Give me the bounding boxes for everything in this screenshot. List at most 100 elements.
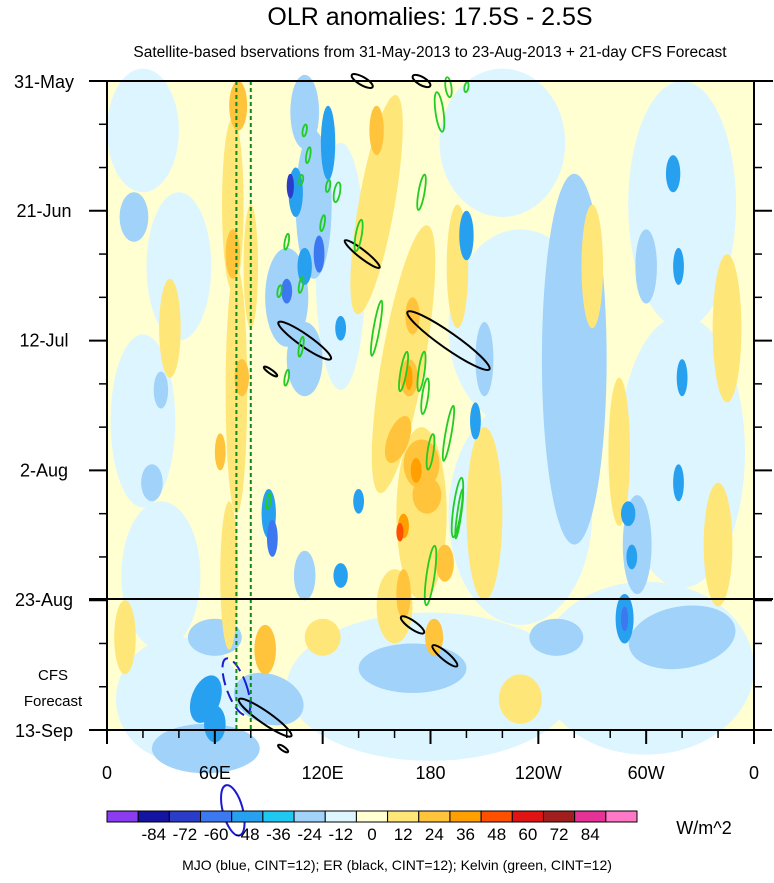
x-tick-label: 180 <box>415 763 445 783</box>
colorbar-swatch <box>324 810 357 823</box>
x-tick-label: 0 <box>102 763 112 783</box>
colorbar-swatch <box>355 810 389 823</box>
anomaly-patch <box>626 544 638 570</box>
kelvin-contour <box>463 81 470 94</box>
anomaly-patch <box>254 624 276 675</box>
anomaly-patch <box>286 173 294 199</box>
anomaly-patch <box>153 371 169 409</box>
colorbar-label: -72 <box>173 825 198 844</box>
colorbar <box>106 810 638 823</box>
anomaly-patch <box>214 433 226 471</box>
colorbar-units: W/m^2 <box>676 818 731 838</box>
kelvin-contour <box>298 174 305 186</box>
anomaly-patch <box>470 402 481 440</box>
chart-subtitle: Satellite-based bservations from 31-May-… <box>133 44 727 61</box>
anomaly-patch <box>204 705 226 743</box>
anomaly-patch <box>459 210 474 261</box>
kelvin-contour <box>433 91 446 133</box>
y-tick-label: 21-Jun <box>16 201 71 221</box>
anomaly-patch <box>119 192 149 242</box>
kelvin-contour <box>369 299 384 357</box>
kelvin-contour <box>297 336 305 358</box>
er-contour <box>277 743 290 754</box>
er-contour <box>406 310 491 372</box>
anomaly-patch <box>621 501 636 527</box>
colorbar-swatch <box>480 810 513 823</box>
anomaly-patch <box>333 563 348 588</box>
kelvin-contour <box>454 488 465 540</box>
forecast-label-line2: Forecast <box>24 693 83 710</box>
colorbar-label: 60 <box>518 825 537 844</box>
anomaly-patch <box>621 606 629 632</box>
kelvin-contour <box>301 123 308 138</box>
colorbar-label: 84 <box>581 825 600 844</box>
anomaly-patch <box>673 464 684 502</box>
y-tick-label: 23-Aug <box>15 590 73 610</box>
y-tick-label: 13-Sep <box>15 721 73 741</box>
kelvin-contour <box>441 404 456 462</box>
colorbar-swatch <box>605 810 638 823</box>
colorbar-swatch <box>231 810 264 823</box>
er-contour <box>237 697 293 738</box>
colorbar-swatch <box>418 810 451 823</box>
y-tick-label: 2-Aug <box>20 460 68 480</box>
y-axis-labels: 31-May 21-Jun 12-Jul 2-Aug 23-Aug 13-Sep <box>14 72 74 741</box>
x-tick-label: 0 <box>749 763 759 783</box>
er-contour <box>431 644 459 668</box>
colorbar-swatch <box>542 810 576 823</box>
anomaly-patch <box>225 229 240 279</box>
colorbar-swatch <box>387 810 420 823</box>
anomaly-patch <box>229 81 248 131</box>
anomaly-patch <box>439 68 566 217</box>
x-tick-label: 120W <box>515 763 562 783</box>
anomaly-patch <box>304 618 341 656</box>
anomaly-patch <box>396 569 411 619</box>
anomaly-patch <box>266 519 278 557</box>
kelvin-contour <box>398 350 410 393</box>
kelvin-contour <box>276 284 283 298</box>
kelvin-contour <box>420 377 430 415</box>
x-tick-label: 120E <box>302 763 344 783</box>
anomaly-patch <box>703 482 733 607</box>
reference-lines <box>235 81 252 730</box>
forecast-label-line1: CFS <box>38 667 68 684</box>
colorbar-label: -84 <box>141 825 166 844</box>
colorbar-label: 12 <box>394 825 413 844</box>
anomaly-patch <box>410 458 422 483</box>
anomaly-patch <box>712 254 742 403</box>
colorbar-label: 72 <box>550 825 569 844</box>
anomaly-patch <box>313 235 325 273</box>
kelvin-contour <box>283 232 291 251</box>
axis-ticks <box>89 80 772 744</box>
anomaly-patch <box>635 229 657 304</box>
kelvin-contour <box>297 276 305 294</box>
anomaly-patch <box>628 605 736 670</box>
anomaly-patch <box>384 415 412 464</box>
er-contour <box>350 73 374 89</box>
kelvin-contour <box>304 146 312 164</box>
anomaly-patch <box>335 315 347 341</box>
kelvin-contour <box>332 181 342 204</box>
colorbar-label: -36 <box>266 825 291 844</box>
anomaly-patch <box>107 68 179 193</box>
anomaly-patch <box>538 581 755 755</box>
colorbar-labels: -84 -72 -60 -48 -36 -24 -12 0 12 24 36 48 60 72 84 <box>141 825 599 844</box>
colorbar-swatch <box>293 810 326 823</box>
chart-title: OLR anomalies: 17.5S - 2.5S <box>267 3 592 31</box>
colorbar-swatch <box>106 810 139 823</box>
anomaly-patch <box>281 278 293 304</box>
anomaly-patch <box>290 74 320 149</box>
anomaly-patch <box>435 544 454 582</box>
anomaly-patch <box>466 427 503 601</box>
anomaly-patch <box>665 155 681 193</box>
kelvin-contour <box>283 368 291 387</box>
colorbar-swatch <box>200 810 233 823</box>
kelvin-contour <box>319 214 326 232</box>
chart-footnote: MJO (blue, CINT=12); ER (black, CINT=12)… <box>182 857 612 873</box>
anomaly-patch <box>320 105 336 180</box>
colorbar-label: -24 <box>297 825 322 844</box>
kelvin-contour <box>353 218 364 253</box>
anomaly-patch <box>608 377 630 527</box>
anomaly-patch <box>529 618 584 656</box>
anomaly-patch <box>220 501 239 650</box>
